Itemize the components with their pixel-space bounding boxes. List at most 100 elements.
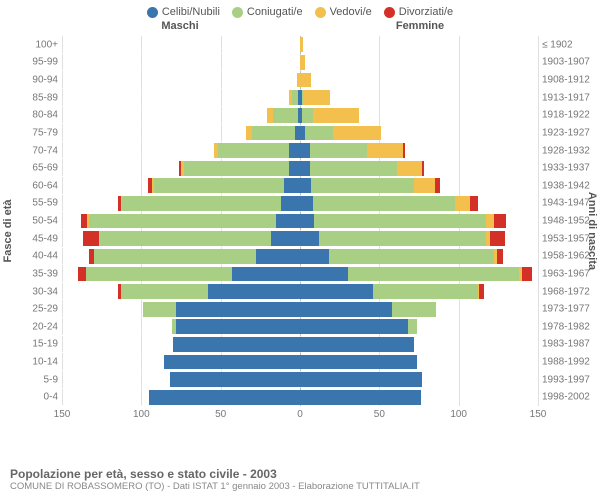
age-label: 55-59 xyxy=(12,198,58,209)
bar-seg xyxy=(494,214,507,229)
birth-year-label: 1913-1917 xyxy=(542,92,592,103)
bar-seg xyxy=(300,355,417,370)
x-tick: 50 xyxy=(215,409,226,420)
bar-seg xyxy=(289,143,300,158)
bar-seg xyxy=(184,161,289,176)
bar-seg xyxy=(281,196,300,211)
pyramid-row: 50-541948-1952 xyxy=(62,212,538,230)
birth-year-label: 1963-1967 xyxy=(542,268,592,279)
age-label: 60-64 xyxy=(12,180,58,191)
bar-male xyxy=(62,284,300,299)
bar-seg xyxy=(164,355,300,370)
bar-female xyxy=(300,126,538,141)
bar-seg xyxy=(435,178,440,193)
bar-female xyxy=(300,284,538,299)
bar-seg xyxy=(149,390,300,405)
legend-swatch xyxy=(147,7,158,18)
bar-male xyxy=(62,73,300,88)
chart-title: Popolazione per età, sesso e stato civil… xyxy=(10,467,420,481)
pyramid-row: 20-241978-1982 xyxy=(62,318,538,336)
bar-seg xyxy=(455,196,469,211)
bar-seg xyxy=(403,143,405,158)
bar-seg xyxy=(490,231,504,246)
bar-male xyxy=(62,231,300,246)
bar-seg xyxy=(313,196,456,211)
bar-male xyxy=(62,108,300,123)
x-tick: 150 xyxy=(54,409,71,420)
birth-year-label: 1943-1947 xyxy=(542,198,592,209)
legend-item: Celibi/Nubili xyxy=(147,6,220,18)
age-label: 85-89 xyxy=(12,92,58,103)
bar-seg xyxy=(122,196,281,211)
bar-seg xyxy=(300,390,421,405)
rows: 100+≤ 190295-991903-190790-941908-191285… xyxy=(62,36,538,406)
bar-male xyxy=(62,214,300,229)
bar-seg xyxy=(314,214,485,229)
bar-female xyxy=(300,143,538,158)
birth-year-label: 1908-1912 xyxy=(542,75,592,86)
x-tick: 50 xyxy=(374,409,385,420)
bar-seg xyxy=(319,231,486,246)
bar-seg xyxy=(302,108,313,123)
birth-year-label: 1993-1997 xyxy=(542,374,592,385)
bar-female xyxy=(300,355,538,370)
bar-seg xyxy=(497,249,503,264)
bar-seg xyxy=(100,231,271,246)
pyramid-row: 85-891913-1917 xyxy=(62,89,538,107)
bar-male xyxy=(62,196,300,211)
bar-seg xyxy=(300,231,319,246)
birth-year-label: ≤ 1902 xyxy=(542,39,592,50)
bar-seg xyxy=(397,161,422,176)
bar-male xyxy=(62,302,300,317)
birth-year-label: 1938-1942 xyxy=(542,180,592,191)
age-label: 75-79 xyxy=(12,127,58,138)
bar-female xyxy=(300,319,538,334)
pyramid-row: 55-591943-1947 xyxy=(62,195,538,213)
age-label: 100+ xyxy=(12,39,58,50)
bar-seg xyxy=(300,337,414,352)
bar-seg xyxy=(367,143,403,158)
x-tick: 100 xyxy=(133,409,150,420)
bar-seg xyxy=(479,284,484,299)
legend-label: Coniugati/e xyxy=(247,6,303,18)
bar-seg xyxy=(300,267,348,282)
bar-male xyxy=(62,37,300,52)
pyramid-row: 75-791923-1927 xyxy=(62,124,538,142)
age-label: 80-84 xyxy=(12,110,58,121)
bar-male xyxy=(62,390,300,405)
bar-female xyxy=(300,161,538,176)
bar-seg xyxy=(300,284,373,299)
pyramid-row: 15-191983-1987 xyxy=(62,336,538,354)
chart: Fasce di età Anni di nascita 100+≤ 19029… xyxy=(8,36,592,426)
gender-headers: Maschi Femmine xyxy=(0,20,600,32)
age-label: 50-54 xyxy=(12,216,58,227)
birth-year-label: 1958-1962 xyxy=(542,251,592,262)
birth-year-label: 1953-1957 xyxy=(542,233,592,244)
bar-seg xyxy=(300,196,313,211)
birth-year-label: 1988-1992 xyxy=(542,357,592,368)
pyramid-row: 35-391963-1967 xyxy=(62,265,538,283)
age-label: 35-39 xyxy=(12,268,58,279)
bar-seg xyxy=(232,267,300,282)
bar-seg xyxy=(154,178,284,193)
x-tick: 100 xyxy=(450,409,467,420)
bar-male xyxy=(62,90,300,105)
bar-female xyxy=(300,196,538,211)
bar-male xyxy=(62,143,300,158)
bar-seg xyxy=(300,73,311,88)
birth-year-label: 1968-1972 xyxy=(542,286,592,297)
bar-seg xyxy=(252,126,295,141)
bar-seg xyxy=(170,372,300,387)
age-label: 70-74 xyxy=(12,145,58,156)
bar-seg xyxy=(311,178,414,193)
bar-male xyxy=(62,161,300,176)
age-label: 40-44 xyxy=(12,251,58,262)
birth-year-label: 1978-1982 xyxy=(542,321,592,332)
bar-seg xyxy=(300,249,329,264)
age-label: 45-49 xyxy=(12,233,58,244)
pyramid-row: 95-991903-1907 xyxy=(62,54,538,72)
bar-seg xyxy=(300,178,311,193)
bar-seg xyxy=(414,178,435,193)
bar-seg xyxy=(422,161,424,176)
bar-seg xyxy=(208,284,300,299)
